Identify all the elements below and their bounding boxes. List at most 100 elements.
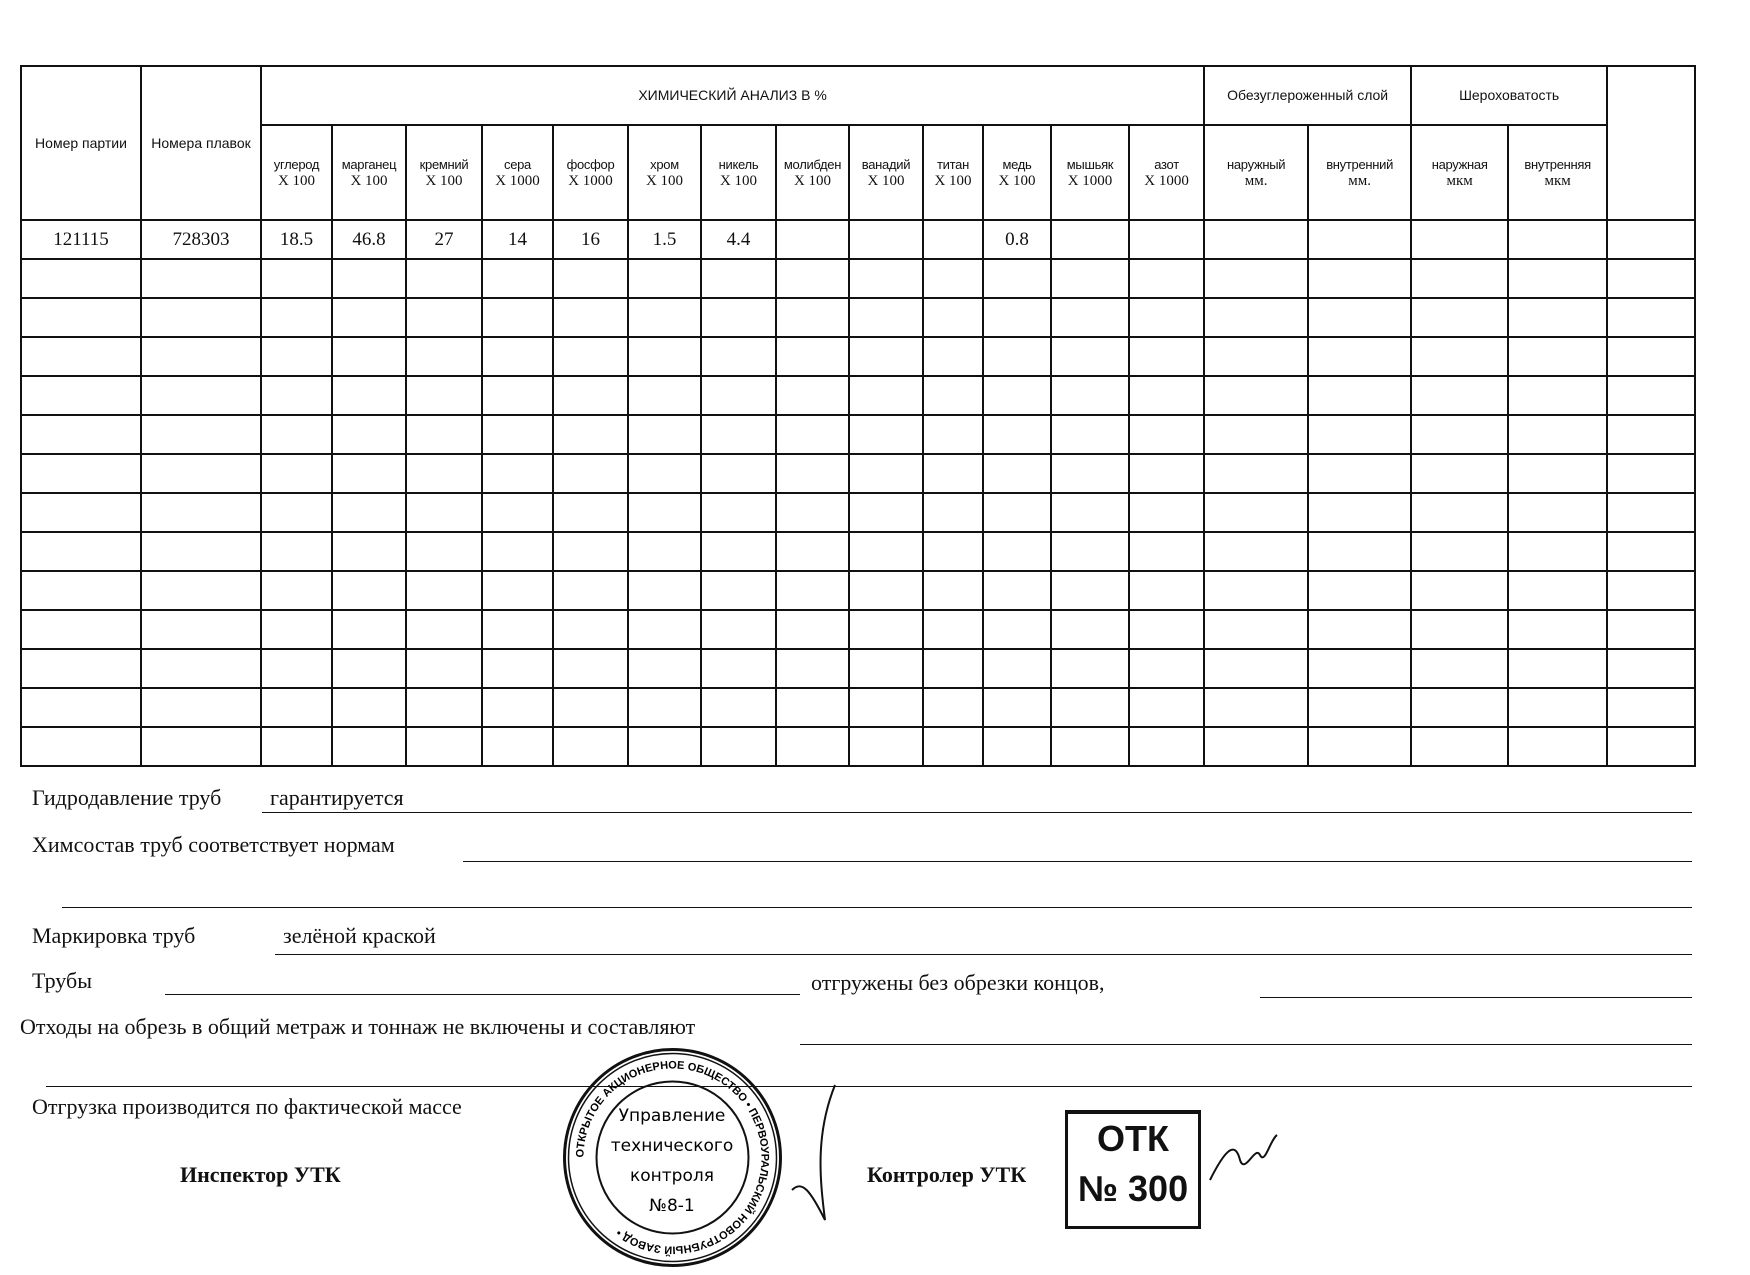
table-cell <box>1410 648 1510 689</box>
column-unit: мкм <box>1544 172 1571 189</box>
table-cell: 18.5 <box>260 219 333 260</box>
table-cell <box>20 453 142 494</box>
column-name: хром <box>650 156 679 172</box>
table-cell <box>848 687 924 728</box>
table-cell <box>1507 570 1609 611</box>
table-cell <box>552 336 629 377</box>
table-cell <box>331 492 407 533</box>
table-cell <box>1606 726 1697 767</box>
table-cell <box>775 453 850 494</box>
table-cell <box>481 687 554 728</box>
table-cell <box>1050 375 1130 416</box>
header-chem-col: сера Х 1000 <box>481 124 554 221</box>
table-cell <box>1203 726 1310 767</box>
table-cell <box>481 726 554 767</box>
table-cell <box>20 297 142 338</box>
table-cell <box>1606 453 1697 494</box>
table-cell <box>1307 570 1413 611</box>
stamp-line: технического <box>611 1136 733 1156</box>
table-cell <box>331 297 407 338</box>
table-cell <box>627 492 702 533</box>
header-chem-col: мышьяк Х 1000 <box>1050 124 1130 221</box>
table-cell <box>1050 726 1130 767</box>
table-cell <box>260 609 333 650</box>
table-cell <box>481 453 554 494</box>
table-cell <box>481 609 554 650</box>
table-row <box>20 336 1697 377</box>
table-cell <box>700 726 777 767</box>
table-cell <box>627 570 702 611</box>
table-cell <box>481 414 554 455</box>
column-name: сера <box>504 156 531 172</box>
header-chem-col: углерод Х 100 <box>260 124 333 221</box>
table-cell <box>331 570 407 611</box>
header-decarb-col: наружный мм. <box>1203 124 1310 221</box>
table-cell <box>1507 414 1609 455</box>
table-cell <box>405 453 483 494</box>
table-cell <box>405 531 483 572</box>
shipped-label: отгружены без обрезки концов, <box>811 970 1105 995</box>
table-cell <box>20 414 142 455</box>
table-cell <box>1606 336 1697 377</box>
table-cell <box>1050 531 1130 572</box>
table-cell <box>700 648 777 689</box>
table-cell <box>331 258 407 299</box>
chem-line-2 <box>62 907 1692 908</box>
table-cell <box>1050 297 1130 338</box>
table-cell <box>260 726 333 767</box>
header-batch-number: Номер партии <box>20 65 142 221</box>
table-cell <box>140 648 262 689</box>
table-cell <box>331 414 407 455</box>
shipped-line <box>1260 997 1692 998</box>
table-cell <box>405 336 483 377</box>
table-cell <box>552 648 629 689</box>
table-cell <box>627 297 702 338</box>
table-cell <box>627 258 702 299</box>
column-name: наружный <box>1227 156 1286 172</box>
table-cell <box>1127 609 1206 650</box>
table-cell <box>1507 726 1609 767</box>
table-cell <box>1606 648 1697 689</box>
table-cell <box>1606 570 1697 611</box>
table-cell <box>405 297 483 338</box>
header-chem-col: медь Х 100 <box>982 124 1052 221</box>
table-cell <box>1127 726 1206 767</box>
table-cell <box>1127 453 1206 494</box>
table-cell <box>775 609 850 650</box>
table-cell <box>1606 414 1697 455</box>
table-cell <box>627 453 702 494</box>
header-chem-col: молибден Х 100 <box>775 124 850 221</box>
table-row: 121115 728303 18.5 46.8 27 14 16 1.5 4.4 0.8 <box>20 219 1697 260</box>
table-cell <box>552 414 629 455</box>
table-cell <box>775 726 850 767</box>
waste-label: Отходы на обрезь в общий метраж и тоннаж… <box>20 1014 696 1039</box>
stamp-line: Управление <box>619 1106 726 1126</box>
table-cell <box>140 297 262 338</box>
chemical-analysis-table: Номер партии Номера плавок ХИМИЧЕСКИЙ АН… <box>20 65 1697 767</box>
table-cell <box>775 531 850 572</box>
table-cell <box>848 297 924 338</box>
header-heat-numbers: Номера плавок <box>140 65 262 221</box>
table-cell <box>1127 531 1206 572</box>
table-row <box>20 492 1697 533</box>
table-cell <box>1606 219 1697 260</box>
header-blank <box>1606 65 1697 221</box>
table-cell <box>405 258 483 299</box>
chem-line <box>463 861 1692 862</box>
table-cell <box>331 531 407 572</box>
table-cell <box>140 258 262 299</box>
column-unit: Х 100 <box>645 172 684 189</box>
table-cell <box>1507 297 1609 338</box>
column-name: наружная <box>1431 156 1488 172</box>
table-cell <box>627 414 702 455</box>
otk-stamp-line1: ОТК <box>1097 1118 1169 1159</box>
table-cell <box>982 609 1052 650</box>
header-chem-col: титан Х 100 <box>922 124 984 221</box>
table-cell <box>1410 687 1510 728</box>
column-unit: Х 100 <box>998 172 1036 189</box>
table-cell <box>405 648 483 689</box>
header-decarburized-layer: Обезуглероженный слой <box>1203 65 1413 126</box>
table-cell <box>700 336 777 377</box>
table-cell <box>1410 414 1510 455</box>
table-cell <box>848 570 924 611</box>
